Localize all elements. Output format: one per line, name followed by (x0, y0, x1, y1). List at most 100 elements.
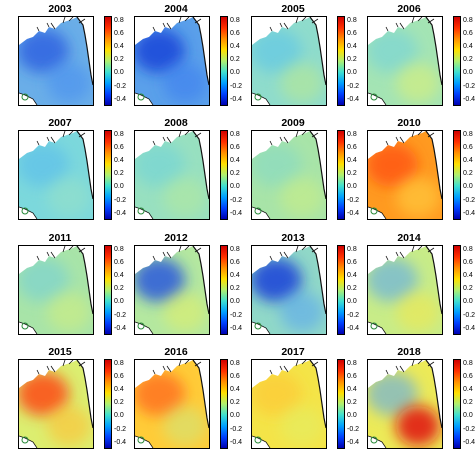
colorbar-tick-label: 0.8 (463, 16, 473, 24)
coastline (76, 360, 93, 429)
colorbar-tick-label: -0.4 (347, 95, 360, 103)
colorbar-tick-label: -0.4 (463, 95, 475, 103)
colorbar-tick-label: 0.8 (463, 130, 473, 138)
colorbar-tick-label: -0.2 (114, 311, 127, 319)
colorbar-tick-label: 0.0 (230, 412, 240, 420)
colorbar-tick-label: -0.2 (230, 196, 243, 204)
coastline (192, 131, 209, 200)
panel-title: 2008 (164, 117, 188, 129)
map-panel-2017: 2017 0.8 0.6 0.4 0.2 0.0 -0.2 -0.4 (241, 346, 359, 458)
map-plot (251, 245, 327, 335)
colorbar-tick-label: -0.4 (463, 324, 475, 332)
colorbar-tick-label: 0.4 (114, 42, 124, 50)
map-panel-2016: 2016 0.8 0.6 0.4 0.2 0.0 -0.2 -0.4 (124, 346, 242, 458)
colorbar (104, 359, 112, 449)
map-plot (251, 359, 327, 449)
anomaly-region (280, 177, 324, 217)
colorbar-tick-label: 0.0 (463, 69, 473, 77)
colorbar-tick-label: -0.4 (230, 324, 243, 332)
colorbar-tick-label: 0.4 (347, 385, 357, 393)
coastal-feature (137, 436, 145, 444)
colorbar-tick-label: 0.6 (347, 372, 357, 380)
colorbar-tick-label: 0.2 (463, 170, 473, 178)
colorbar-tick-label: -0.2 (230, 425, 243, 433)
coastline (192, 360, 209, 429)
colorbar (104, 130, 112, 220)
anomaly-region (163, 292, 207, 332)
colorbar-tick-label: 0.4 (347, 271, 357, 279)
coastal-feature (254, 93, 262, 101)
colorbar-tick-label: 0.4 (463, 42, 473, 50)
colorbar-tick-label: 0.4 (114, 385, 124, 393)
colorbar (220, 245, 228, 335)
map-svg (19, 246, 93, 334)
colorbar-tick-label: 0.4 (347, 156, 357, 164)
map-svg (252, 246, 326, 334)
map-svg (252, 17, 326, 105)
coastline (192, 17, 209, 86)
coastal-feature (21, 207, 29, 215)
colorbar-tick-label: 0.2 (347, 285, 357, 293)
coastline (309, 17, 326, 86)
colorbar-tick-label: 0.8 (230, 16, 240, 24)
anomaly-region (396, 292, 440, 332)
coastal-feature (254, 207, 262, 215)
map-panel-2005: 2005 0.8 0.6 0.4 0.2 0.0 -0.2 -0.4 (241, 3, 359, 115)
coastline (76, 246, 93, 315)
river-lines (385, 131, 435, 146)
colorbar-tick-label: 0.8 (230, 130, 240, 138)
colorbar-tick-label: 0.0 (463, 298, 473, 306)
colorbar-tick-label: 0.4 (230, 156, 240, 164)
river-lines (152, 17, 202, 32)
colorbar-tick-label: 0.0 (347, 298, 357, 306)
anomaly-region (368, 372, 418, 416)
colorbar-tick-label: -0.4 (347, 324, 360, 332)
colorbar (453, 130, 461, 220)
river-lines (269, 131, 319, 146)
colorbar-tick-label: 0.2 (463, 56, 473, 64)
map-plot (134, 359, 210, 449)
colorbar-tick-label: -0.2 (114, 425, 127, 433)
anomaly-region (280, 63, 324, 103)
colorbar (337, 245, 345, 335)
colorbar (453, 16, 461, 106)
colorbar-tick-label: 0.0 (114, 412, 124, 420)
map-plot (367, 245, 443, 335)
anomaly-region (135, 372, 185, 416)
coastline (425, 360, 442, 429)
colorbar-tick-label: -0.2 (463, 196, 475, 204)
map-panel-2004: 2004 0.8 0.6 0.4 0.2 0.0 -0.2 -0.4 (124, 3, 242, 115)
coastal-feature (370, 436, 378, 444)
coastal-feature (21, 93, 29, 101)
colorbar-tick-label: 0.4 (114, 271, 124, 279)
colorbar (220, 359, 228, 449)
river-lines (269, 17, 319, 32)
coastal-feature (254, 436, 262, 444)
anomaly-region (396, 63, 440, 103)
map-plot (18, 245, 94, 335)
colorbar-tick-label: -0.4 (114, 209, 127, 217)
colorbar-tick-label: 0.6 (463, 372, 473, 380)
colorbar-tick-label: 0.2 (230, 170, 240, 178)
anomaly-region (252, 258, 302, 302)
map-svg (19, 360, 93, 448)
panel-title: 2011 (48, 232, 72, 244)
colorbar-tick-label: 0.0 (347, 69, 357, 77)
anomaly-region (47, 63, 91, 103)
colorbar-tick-label: -0.4 (114, 95, 127, 103)
river-lines (36, 17, 86, 32)
panel-title: 2014 (397, 232, 421, 244)
colorbar-tick-label: 0.2 (230, 56, 240, 64)
coastline (76, 131, 93, 200)
panel-title: 2003 (48, 3, 72, 15)
map-svg (368, 246, 442, 334)
map-plot (134, 130, 210, 220)
colorbar-tick-label: 0.8 (114, 359, 124, 367)
colorbar-tick-label: 0.0 (114, 298, 124, 306)
map-svg (135, 360, 209, 448)
map-plot (367, 359, 443, 449)
panel-title: 2017 (281, 346, 305, 358)
colorbar-tick-label: 0.8 (347, 245, 357, 253)
panel-title: 2015 (48, 346, 72, 358)
panel-title: 2006 (397, 3, 421, 15)
